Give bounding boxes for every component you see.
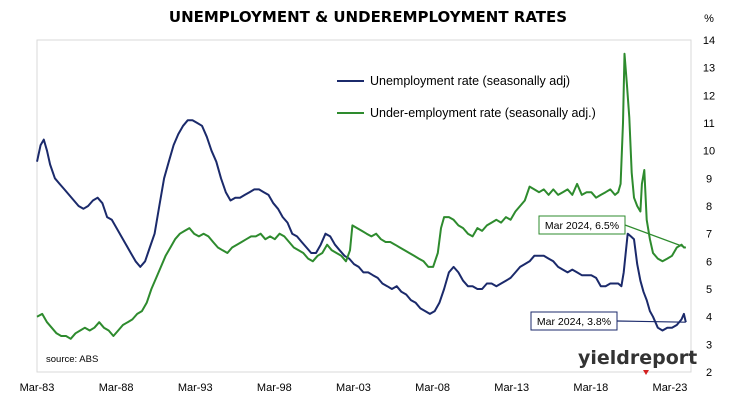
y-axis-unit: % [704,13,714,25]
y-tick-label: 6 [706,256,712,268]
y-tick-label: 4 [706,312,712,324]
y-tick-label: 14 [703,35,715,47]
x-tick-label: Mar-23 [653,382,688,394]
x-tick-label: Mar-18 [573,382,608,394]
source-note: source: ABS [46,354,98,365]
annotation-leader-unemployment [616,320,686,323]
logo-wordmark: yieldreport [578,347,697,369]
logo-marker-icon [643,370,649,375]
y-tick-label: 2 [706,367,712,379]
series-line-unemployment [36,119,687,332]
y-tick-label: 8 [706,201,712,213]
y-tick-label: 11 [703,118,714,130]
plot-area-frame [36,39,692,373]
y-tick-label: 9 [706,173,712,185]
y-tick-label: 10 [703,146,715,158]
x-tick-label: Mar-88 [99,382,134,394]
x-tick-label: Mar-98 [257,382,292,394]
annotation-box-underemployment [538,215,626,235]
yieldreport-logo: yieldreport [578,347,697,375]
y-axis: 2 3 4 5 6 7 8 9 10 11 12 13 14 [703,35,715,379]
annotation-label-unemployment: Mar 2024, 3.8% [537,316,611,328]
legend-label-underemployment: Under-employment rate (seasonally adj.) [370,106,596,120]
annotations-layer: Mar 2024, 6.5% Mar 2024, 3.8% [530,215,686,331]
x-tick-label: Mar-13 [494,382,529,394]
y-tick-label: 12 [703,90,715,102]
series-layer [36,52,687,340]
x-tick-label: Mar-93 [178,382,213,394]
x-axis: Mar-83 Mar-88 Mar-93 Mar-98 Mar-03 Mar-08 Mar-… [20,382,688,394]
series-line-underemployment [36,52,686,340]
x-tick-label: Mar-83 [20,382,55,394]
legend: Unemployment rate (seasonally adj) Under… [337,74,596,120]
annotation-leader-underemployment [624,224,686,249]
x-tick-label: Mar-08 [415,382,450,394]
x-tick-label: Mar-03 [336,382,371,394]
chart-title: UNEMPLOYMENT & UNDEREMPLOYMENT RATES [169,8,567,26]
annotation-label-underemployment: Mar 2024, 6.5% [545,220,619,232]
annotation-box-unemployment [530,311,618,331]
y-tick-label: 13 [703,63,715,75]
legend-label-unemployment: Unemployment rate (seasonally adj) [370,74,570,88]
y-tick-label: 7 [706,229,712,241]
y-tick-label: 5 [706,284,712,296]
y-tick-label: 3 [706,339,712,351]
